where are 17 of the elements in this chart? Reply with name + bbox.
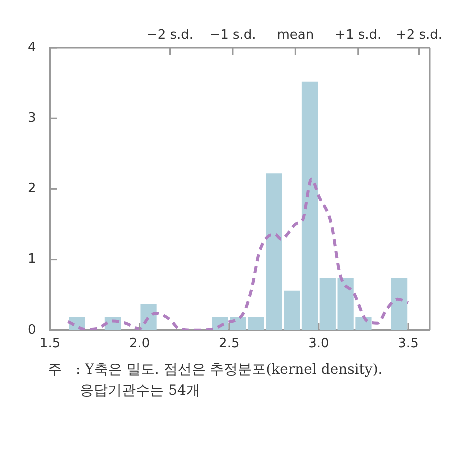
y-tick-label: 0: [28, 322, 36, 338]
text: 주 : Y축은 밀도. 점선은 추정분포(kernel density). 응답기관수는 54개: [48, 361, 384, 401]
ref-line-label: +1 s.d.: [335, 28, 382, 43]
x-tick-label: 2.0: [129, 336, 150, 352]
y-tick-label: 2: [28, 182, 36, 197]
x-tick-label: 1.5: [40, 336, 61, 352]
y-tick-label: 1: [28, 252, 36, 268]
ref-line-label: +2 s.d.: [396, 28, 443, 43]
x-tick-label: 2.5: [219, 336, 240, 352]
ref-line-label: −2 s.d.: [146, 28, 194, 43]
y-tick-label: 3: [28, 110, 36, 126]
x-tick-label: 3.0: [308, 336, 330, 352]
ref-line-label: mean: [277, 28, 314, 43]
y-tick-label: 4: [28, 40, 36, 56]
line-series: [66, 178, 410, 330]
x-tick-label: 3.5: [398, 336, 419, 352]
ref-line-label: −1 s.d.: [210, 28, 256, 43]
